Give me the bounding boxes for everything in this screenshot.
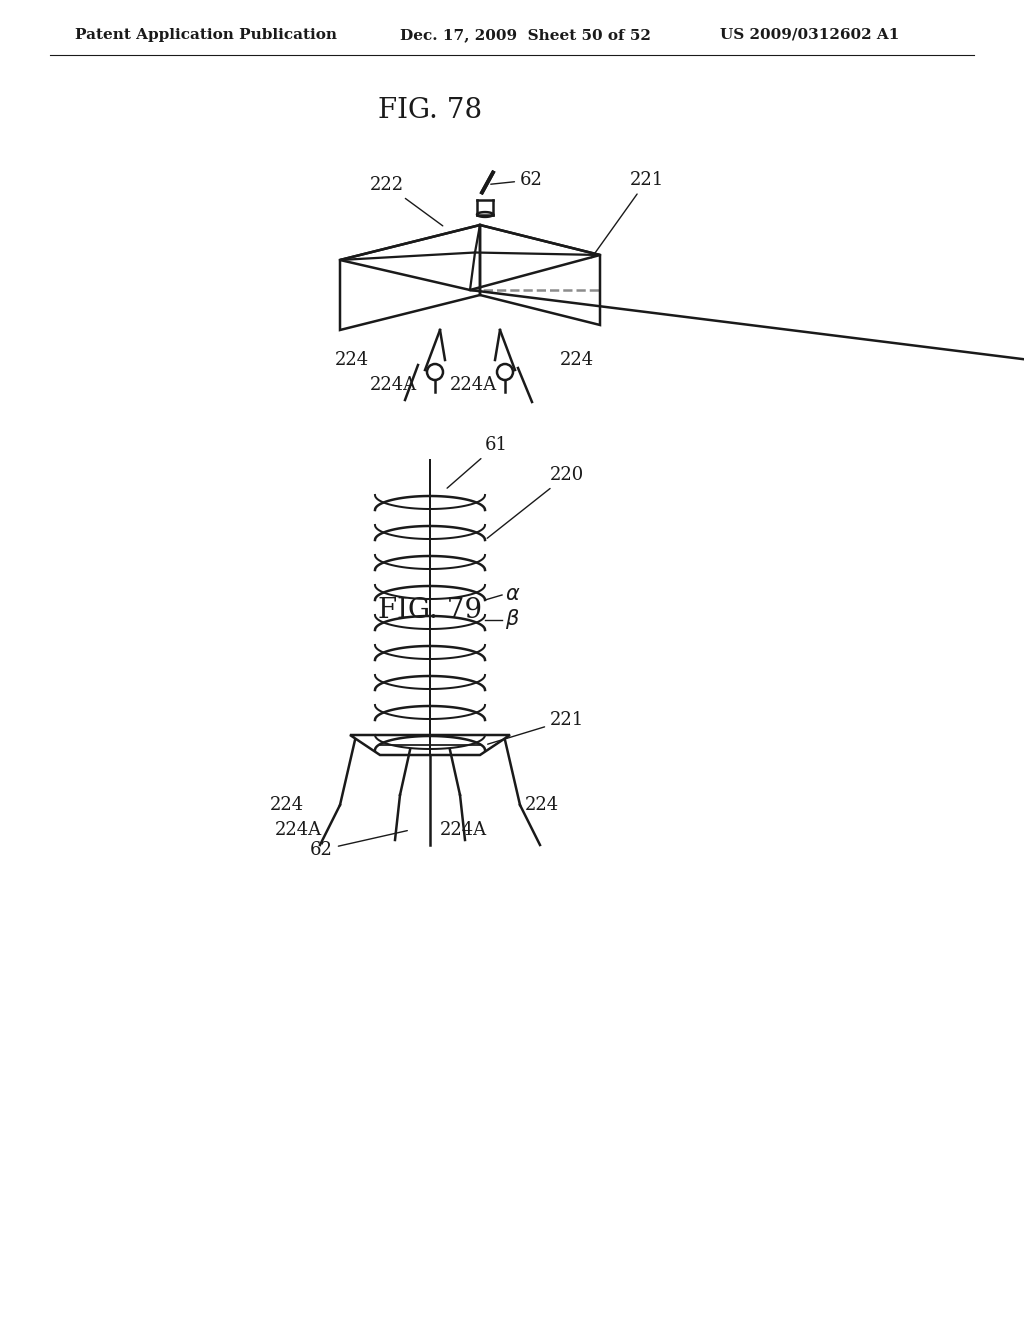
Text: $\alpha$: $\alpha$ xyxy=(505,585,520,605)
Text: 224A: 224A xyxy=(370,376,417,393)
Text: 224: 224 xyxy=(560,351,594,370)
Text: Patent Application Publication: Patent Application Publication xyxy=(75,28,337,42)
Text: 220: 220 xyxy=(487,466,585,539)
Text: FIG. 78: FIG. 78 xyxy=(378,96,482,124)
Text: 221: 221 xyxy=(487,711,585,744)
Text: 61: 61 xyxy=(447,436,508,488)
Text: US 2009/0312602 A1: US 2009/0312602 A1 xyxy=(720,28,899,42)
Text: 224: 224 xyxy=(335,351,369,370)
Text: 224A: 224A xyxy=(450,376,497,393)
Text: 62: 62 xyxy=(490,172,543,189)
Text: $\beta$: $\beta$ xyxy=(505,607,520,631)
Text: 224: 224 xyxy=(270,796,304,814)
Text: FIG. 79: FIG. 79 xyxy=(378,597,482,623)
Text: 62: 62 xyxy=(310,830,408,859)
Text: 224: 224 xyxy=(525,796,559,814)
Text: 221: 221 xyxy=(592,172,665,257)
Text: 224A: 224A xyxy=(440,821,487,840)
Text: Dec. 17, 2009  Sheet 50 of 52: Dec. 17, 2009 Sheet 50 of 52 xyxy=(400,28,651,42)
Text: 222: 222 xyxy=(370,176,442,226)
Text: 224A: 224A xyxy=(275,821,323,840)
